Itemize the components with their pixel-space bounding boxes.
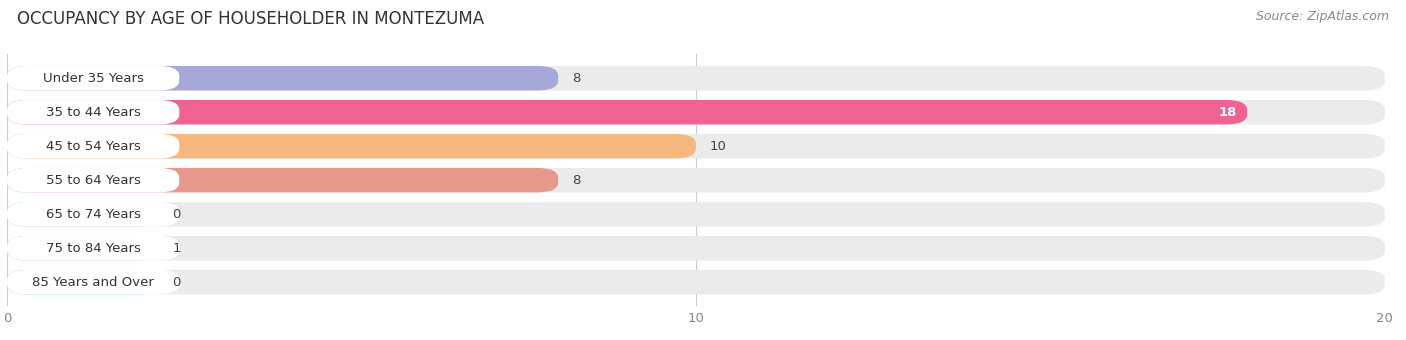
Text: Source: ZipAtlas.com: Source: ZipAtlas.com <box>1256 10 1389 23</box>
FancyBboxPatch shape <box>7 66 558 90</box>
FancyBboxPatch shape <box>7 236 1385 260</box>
FancyBboxPatch shape <box>7 134 1385 158</box>
Text: OCCUPANCY BY AGE OF HOUSEHOLDER IN MONTEZUMA: OCCUPANCY BY AGE OF HOUSEHOLDER IN MONTE… <box>17 10 484 28</box>
FancyBboxPatch shape <box>7 270 1385 294</box>
Text: 55 to 64 Years: 55 to 64 Years <box>46 174 141 187</box>
Text: 85 Years and Over: 85 Years and Over <box>32 276 155 289</box>
FancyBboxPatch shape <box>7 168 1385 192</box>
FancyBboxPatch shape <box>7 270 159 294</box>
Text: 8: 8 <box>572 72 581 85</box>
FancyBboxPatch shape <box>7 202 180 226</box>
Text: 8: 8 <box>572 174 581 187</box>
Text: Under 35 Years: Under 35 Years <box>42 72 143 85</box>
FancyBboxPatch shape <box>7 236 180 260</box>
FancyBboxPatch shape <box>7 270 180 294</box>
FancyBboxPatch shape <box>7 100 1247 124</box>
FancyBboxPatch shape <box>7 66 180 90</box>
FancyBboxPatch shape <box>7 202 159 226</box>
FancyBboxPatch shape <box>7 236 159 260</box>
Text: 35 to 44 Years: 35 to 44 Years <box>46 106 141 119</box>
FancyBboxPatch shape <box>7 168 558 192</box>
Text: 0: 0 <box>173 208 181 221</box>
FancyBboxPatch shape <box>7 66 1385 90</box>
FancyBboxPatch shape <box>7 134 180 158</box>
FancyBboxPatch shape <box>7 100 1385 124</box>
FancyBboxPatch shape <box>7 134 696 158</box>
Text: 75 to 84 Years: 75 to 84 Years <box>46 242 141 255</box>
Text: 65 to 74 Years: 65 to 74 Years <box>46 208 141 221</box>
Text: 45 to 54 Years: 45 to 54 Years <box>46 140 141 153</box>
Text: 18: 18 <box>1219 106 1237 119</box>
FancyBboxPatch shape <box>7 100 180 124</box>
FancyBboxPatch shape <box>7 202 1385 226</box>
Text: 0: 0 <box>173 276 181 289</box>
Text: 1: 1 <box>173 242 181 255</box>
FancyBboxPatch shape <box>7 168 180 192</box>
Text: 10: 10 <box>710 140 727 153</box>
